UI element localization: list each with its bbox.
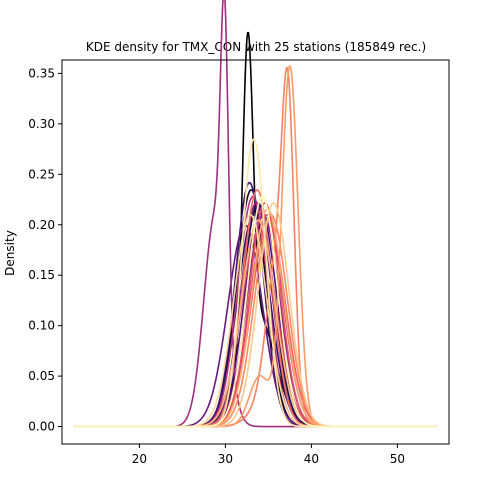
x-tick-label: 50	[390, 452, 405, 466]
y-axis-label: Density	[3, 230, 17, 276]
x-tick-label: 30	[218, 452, 233, 466]
y-tick-label: 0.25	[28, 167, 55, 181]
x-axis: 20 30 40 50	[132, 444, 405, 466]
y-tick-label: 0.10	[28, 319, 55, 333]
y-tick-label: 0.30	[28, 117, 55, 131]
y-tick-label: 0.15	[28, 268, 55, 282]
series-line-24	[74, 138, 437, 428]
series-line-25	[74, 195, 437, 428]
y-tick-label: 0.00	[28, 420, 55, 434]
y-axis: 0.00 0.05 0.10 0.15 0.20 0.25 0.30 0.35	[28, 66, 62, 434]
x-tick-label: 20	[132, 452, 147, 466]
chart-title: KDE density for TMX_CON with 25 stations…	[86, 40, 426, 54]
series-line-1	[74, 31, 437, 428]
x-tick-label: 40	[304, 452, 319, 466]
y-tick-label: 0.20	[28, 218, 55, 232]
curves-group	[74, 0, 437, 428]
y-tick-label: 0.05	[28, 369, 55, 383]
y-tick-label: 0.35	[28, 66, 55, 80]
plot-frame	[61, 59, 450, 445]
